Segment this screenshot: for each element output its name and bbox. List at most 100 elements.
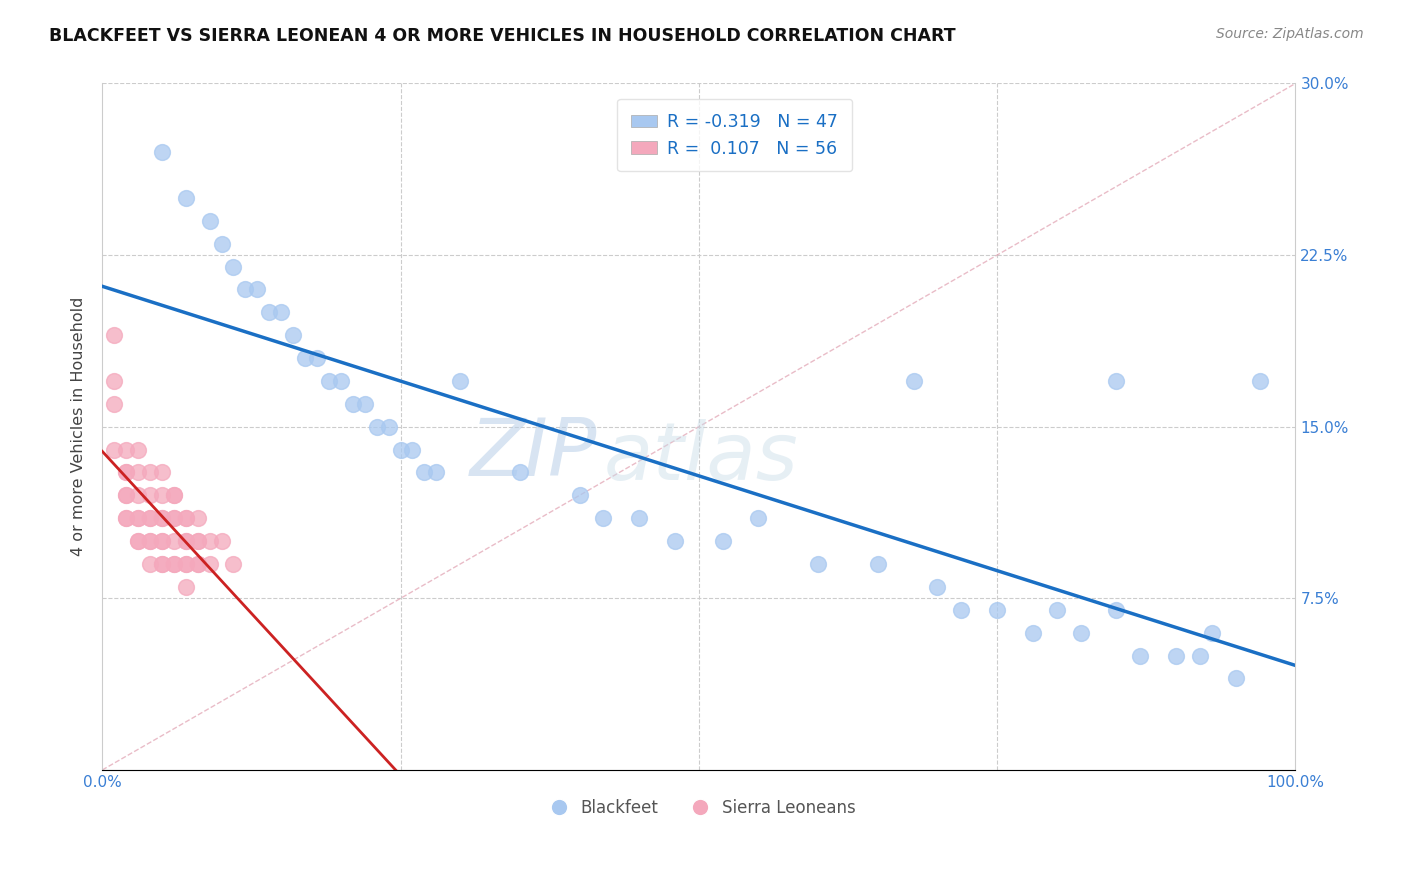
Point bbox=[377, 419, 399, 434]
Point bbox=[139, 511, 162, 525]
Point bbox=[1105, 603, 1128, 617]
Point bbox=[1249, 374, 1271, 388]
Point bbox=[150, 466, 173, 480]
Point bbox=[187, 557, 209, 571]
Point bbox=[174, 557, 197, 571]
Point bbox=[1022, 625, 1045, 640]
Point bbox=[139, 557, 162, 571]
Point bbox=[174, 511, 197, 525]
Text: ZIP: ZIP bbox=[470, 415, 598, 493]
Point bbox=[163, 557, 186, 571]
Point bbox=[127, 466, 149, 480]
Point bbox=[1188, 648, 1211, 663]
Point bbox=[174, 534, 197, 549]
Point bbox=[281, 328, 304, 343]
Point bbox=[174, 580, 197, 594]
Point bbox=[174, 191, 197, 205]
Point bbox=[235, 282, 257, 296]
Point bbox=[211, 534, 233, 549]
Point bbox=[413, 466, 436, 480]
Point bbox=[150, 534, 173, 549]
Point bbox=[628, 511, 651, 525]
Point bbox=[1201, 625, 1223, 640]
Point bbox=[127, 534, 149, 549]
Point bbox=[115, 466, 138, 480]
Point bbox=[115, 442, 138, 457]
Legend: Blackfeet, Sierra Leoneans: Blackfeet, Sierra Leoneans bbox=[536, 792, 862, 823]
Point bbox=[449, 374, 471, 388]
Point bbox=[222, 557, 245, 571]
Point bbox=[187, 534, 209, 549]
Point bbox=[150, 145, 173, 160]
Point bbox=[163, 511, 186, 525]
Point bbox=[270, 305, 292, 319]
Point bbox=[115, 511, 138, 525]
Point bbox=[927, 580, 949, 594]
Point bbox=[127, 511, 149, 525]
Point bbox=[246, 282, 269, 296]
Point bbox=[950, 603, 973, 617]
Point bbox=[103, 374, 125, 388]
Point bbox=[509, 466, 531, 480]
Point bbox=[187, 557, 209, 571]
Point bbox=[163, 511, 186, 525]
Point bbox=[866, 557, 889, 571]
Point bbox=[139, 534, 162, 549]
Point bbox=[366, 419, 388, 434]
Point bbox=[1225, 672, 1247, 686]
Point bbox=[139, 534, 162, 549]
Point bbox=[163, 557, 186, 571]
Text: BLACKFEET VS SIERRA LEONEAN 4 OR MORE VEHICLES IN HOUSEHOLD CORRELATION CHART: BLACKFEET VS SIERRA LEONEAN 4 OR MORE VE… bbox=[49, 27, 956, 45]
Point bbox=[174, 511, 197, 525]
Point bbox=[150, 488, 173, 502]
Point bbox=[115, 488, 138, 502]
Point bbox=[198, 534, 221, 549]
Point bbox=[807, 557, 830, 571]
Point bbox=[115, 511, 138, 525]
Point bbox=[163, 534, 186, 549]
Point bbox=[150, 534, 173, 549]
Point bbox=[1166, 648, 1188, 663]
Point bbox=[342, 397, 364, 411]
Point bbox=[187, 511, 209, 525]
Point bbox=[425, 466, 447, 480]
Point bbox=[127, 442, 149, 457]
Point bbox=[150, 511, 173, 525]
Point bbox=[163, 488, 186, 502]
Point bbox=[115, 466, 138, 480]
Point bbox=[1046, 603, 1069, 617]
Point bbox=[127, 511, 149, 525]
Point bbox=[211, 236, 233, 251]
Point bbox=[353, 397, 375, 411]
Point bbox=[401, 442, 423, 457]
Point bbox=[127, 488, 149, 502]
Text: Source: ZipAtlas.com: Source: ZipAtlas.com bbox=[1216, 27, 1364, 41]
Point bbox=[127, 534, 149, 549]
Point bbox=[198, 213, 221, 227]
Point bbox=[1129, 648, 1152, 663]
Y-axis label: 4 or more Vehicles in Household: 4 or more Vehicles in Household bbox=[72, 297, 86, 557]
Point bbox=[222, 260, 245, 274]
Point bbox=[187, 534, 209, 549]
Point bbox=[711, 534, 734, 549]
Point bbox=[294, 351, 316, 365]
Point bbox=[150, 557, 173, 571]
Point bbox=[305, 351, 328, 365]
Point bbox=[139, 466, 162, 480]
Text: atlas: atlas bbox=[603, 418, 799, 497]
Point bbox=[103, 397, 125, 411]
Point bbox=[664, 534, 686, 549]
Point bbox=[329, 374, 352, 388]
Point bbox=[198, 557, 221, 571]
Point bbox=[139, 488, 162, 502]
Point bbox=[103, 328, 125, 343]
Point bbox=[163, 488, 186, 502]
Point bbox=[115, 488, 138, 502]
Point bbox=[139, 511, 162, 525]
Point bbox=[103, 442, 125, 457]
Point bbox=[318, 374, 340, 388]
Point bbox=[174, 557, 197, 571]
Point bbox=[389, 442, 412, 457]
Point bbox=[903, 374, 925, 388]
Point bbox=[747, 511, 769, 525]
